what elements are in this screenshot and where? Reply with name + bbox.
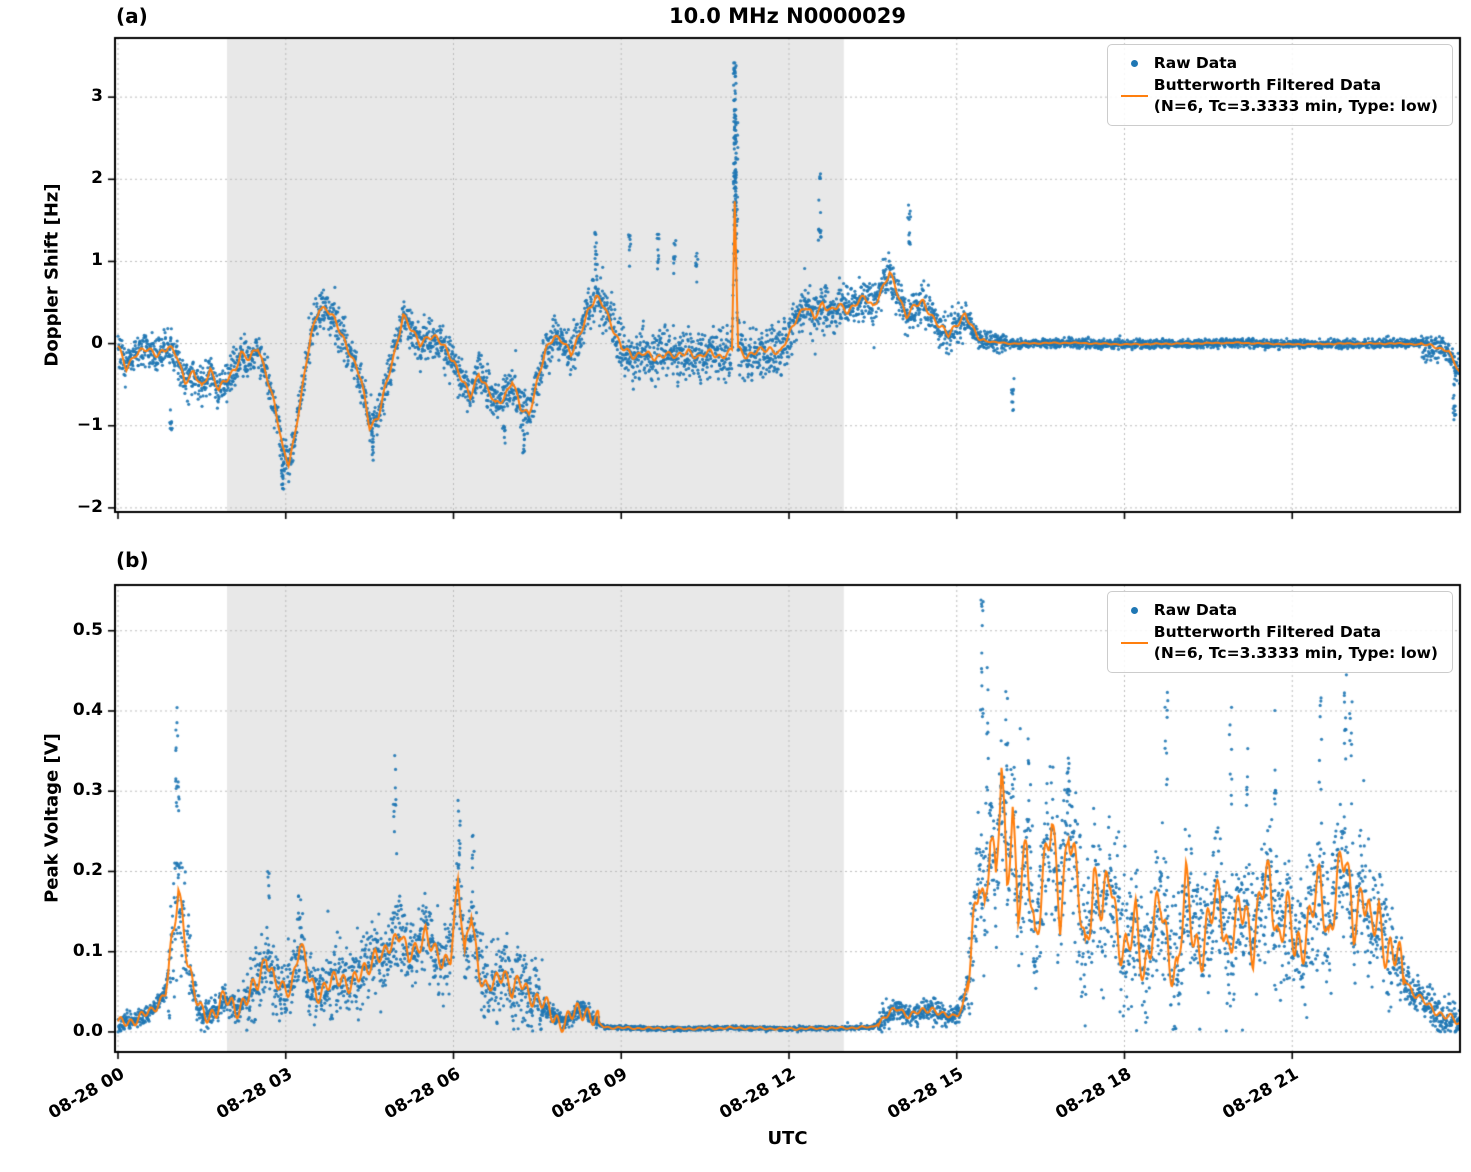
legend-panel-a: Raw Data Butterworth Filtered Data (N=6,… (1106, 44, 1453, 126)
panel-a-y-axis-label: Doppler Shift [Hz] (41, 183, 63, 367)
raw-data-dot-icon (1116, 59, 1154, 67)
legend-filtered-label: Butterworth Filtered Data (N=6, Tc=3.333… (1154, 75, 1438, 117)
legend-raw-label: Raw Data (1153, 601, 1238, 619)
legend-filtered-label-line2: (N=6, Tc=3.3333 min, Type: low) (1153, 643, 1438, 662)
x-axis-label: UTC (767, 1128, 808, 1149)
figure-title: 10.0 MHz N0000029 (669, 4, 906, 28)
panel-b-y-axis-label: Peak Voltage [V] (41, 733, 63, 903)
legend-raw-label: Raw Data (1153, 54, 1238, 72)
filtered-line-icon (1116, 94, 1154, 97)
legend-filtered-label: Butterworth Filtered Data (N=6, Tc=3.333… (1154, 622, 1438, 664)
legend-filtered-entry: Butterworth Filtered Data (N=6, Tc=3.333… (1116, 75, 1438, 117)
legend-raw-entry: Raw Data (1116, 600, 1438, 621)
panel-a-letter: (a) (116, 4, 148, 28)
legend-filtered-label-line2: (N=6, Tc=3.3333 min, Type: low) (1153, 96, 1438, 115)
filtered-line-icon (1116, 641, 1154, 644)
panel-b-letter: (b) (116, 548, 149, 572)
legend-filtered-label-line1: Butterworth Filtered Data (1153, 622, 1382, 641)
legend-filtered-entry: Butterworth Filtered Data (N=6, Tc=3.333… (1116, 622, 1438, 664)
legend-panel-b: Raw Data Butterworth Filtered Data (N=6,… (1106, 591, 1453, 673)
legend-filtered-label-line1: Butterworth Filtered Data (1153, 75, 1382, 94)
raw-data-dot-icon (1116, 606, 1154, 614)
legend-raw-entry: Raw Data (1116, 53, 1438, 74)
